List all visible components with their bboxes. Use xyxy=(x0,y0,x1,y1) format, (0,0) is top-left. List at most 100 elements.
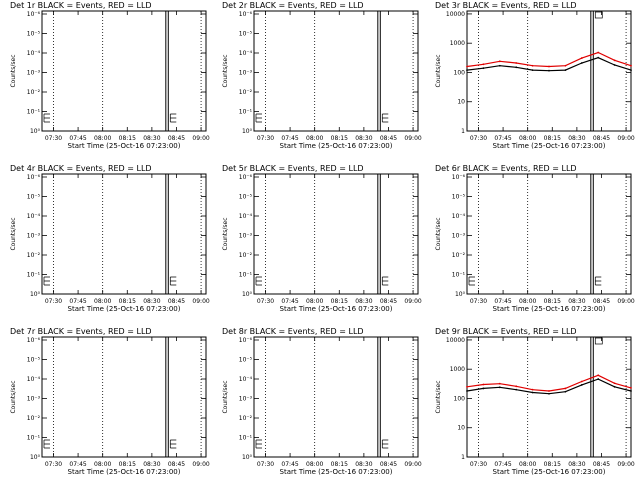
x-tick-label: 08:45 xyxy=(593,135,610,142)
y-tick-label: 10⁻⁵ xyxy=(239,194,253,201)
series-point xyxy=(531,69,534,72)
bracket-marker xyxy=(255,439,262,449)
y-tick-label: 10⁻⁵ xyxy=(27,357,41,364)
y-tick-label: 10⁻¹ xyxy=(239,109,253,116)
y-tick-label: 1000 xyxy=(450,366,465,373)
detector-panel: Det 1r BLACK = Events, RED = LLD Counts/s… xyxy=(10,1,210,150)
series-point xyxy=(564,390,567,393)
detector-panel: Det 4r BLACK = Events, RED = LLD Counts/s… xyxy=(10,164,210,313)
chart-title: Det 1r BLACK = Events, RED = LLD xyxy=(10,1,152,10)
plot-frame xyxy=(466,173,632,295)
y-tick-label: 10⁻⁴ xyxy=(239,213,253,220)
x-tick-label: 08:30 xyxy=(568,135,585,142)
y-tick-label: 1000 xyxy=(450,40,465,47)
y-tick-label: 10⁰ xyxy=(242,291,253,298)
detector-panel: Det 6r BLACK = Events, RED = LLD Counts/s… xyxy=(435,164,635,313)
y-tick-label: 100 xyxy=(454,69,466,76)
y-tick-label: 10⁻⁵ xyxy=(27,31,41,38)
x-tick-label: 07:30 xyxy=(257,298,274,305)
x-tick-label: 07:45 xyxy=(281,298,298,305)
x-tick-label: 07:45 xyxy=(281,135,298,142)
y-tick-label: 10⁻⁶ xyxy=(239,11,253,18)
y-tick-label: 10⁻⁶ xyxy=(27,337,41,344)
x-tick-label: 08:15 xyxy=(544,135,561,142)
bracket-marker xyxy=(43,439,50,449)
y-tick-label: 10⁻⁵ xyxy=(239,31,253,38)
bracket-marker xyxy=(381,439,389,449)
x-tick-label: 08:15 xyxy=(119,298,136,305)
series-point xyxy=(597,56,600,59)
x-tick-label: 09:00 xyxy=(617,298,634,305)
chart-title: Det 3r BLACK = Events, RED = LLD xyxy=(435,1,577,10)
series-point xyxy=(466,69,468,72)
plot-frame xyxy=(466,336,632,458)
x-tick-label: 08:00 xyxy=(519,298,536,305)
x-tick-label: 09:00 xyxy=(617,461,634,468)
y-tick-label: 10⁻³ xyxy=(452,233,466,240)
plot-frame xyxy=(41,173,207,295)
plot-frame xyxy=(253,173,419,295)
y-tick-label: 10⁻⁶ xyxy=(239,337,253,344)
series-point xyxy=(515,66,518,69)
series-point xyxy=(613,385,616,388)
x-axis-label: Start Time (25-Oct-16 07:23:00) xyxy=(68,305,181,313)
y-tick-label: 10⁻³ xyxy=(239,70,253,77)
series-point xyxy=(630,69,632,72)
detector-panel: Det 3r BLACK = Events, RED = LLD Counts/s… xyxy=(435,1,635,150)
y-tick-label: 10000 xyxy=(446,11,465,18)
x-tick-label: 09:00 xyxy=(404,298,421,305)
series-point xyxy=(498,382,501,385)
y-tick-label: 1 xyxy=(461,454,465,461)
y-axis-label: Counts/sec xyxy=(10,380,17,413)
chart-title: Det 5r BLACK = Events, RED = LLD xyxy=(222,164,364,173)
x-tick-label: 08:00 xyxy=(94,461,111,468)
x-tick-label: 08:15 xyxy=(331,135,348,142)
bracket-marker xyxy=(594,276,602,286)
x-tick-label: 08:00 xyxy=(306,461,323,468)
x-tick-label: 07:30 xyxy=(257,461,274,468)
x-tick-label: 08:15 xyxy=(119,135,136,142)
bracket-marker xyxy=(169,113,177,123)
series-point xyxy=(564,69,567,72)
series-point xyxy=(466,385,468,388)
series-point xyxy=(597,51,600,54)
series-point xyxy=(498,64,501,67)
x-tick-label: 08:00 xyxy=(94,298,111,305)
x-tick-label: 08:15 xyxy=(119,461,136,468)
y-tick-label: 10⁻² xyxy=(27,252,41,259)
y-tick-label: 10⁻² xyxy=(239,252,253,259)
chart-title: Det 8r BLACK = Events, RED = LLD xyxy=(222,327,364,336)
series-point xyxy=(597,374,600,377)
chart-title: Det 2r BLACK = Events, RED = LLD xyxy=(222,1,364,10)
y-tick-label: 10⁰ xyxy=(30,291,41,298)
x-tick-label: 09:00 xyxy=(404,135,421,142)
y-tick-label: 10⁰ xyxy=(30,128,41,135)
plot-frame xyxy=(41,10,207,132)
series-point xyxy=(630,390,632,392)
y-axis-label: Counts/sec xyxy=(222,217,229,250)
x-tick-label: 08:00 xyxy=(519,461,536,468)
y-tick-label: 10⁻⁶ xyxy=(239,174,253,181)
bracket-marker xyxy=(43,113,50,123)
bracket-marker xyxy=(255,276,262,286)
x-tick-label: 07:45 xyxy=(494,135,511,142)
y-tick-label: 10⁻¹ xyxy=(27,109,41,116)
x-tick-label: 08:30 xyxy=(143,461,160,468)
x-tick-label: 08:30 xyxy=(355,461,372,468)
y-tick-label: 10⁻² xyxy=(27,415,41,422)
series-point xyxy=(564,387,567,390)
x-tick-label: 08:30 xyxy=(143,135,160,142)
y-tick-label: 10⁻³ xyxy=(27,233,41,240)
y-tick-label: 10⁻⁶ xyxy=(452,174,466,181)
bracket-marker xyxy=(43,276,50,286)
y-tick-label: 10⁻⁵ xyxy=(452,194,466,201)
x-tick-label: 08:00 xyxy=(306,135,323,142)
series-line-lld xyxy=(466,51,632,68)
x-tick-label: 09:00 xyxy=(192,461,209,468)
x-tick-label: 08:45 xyxy=(380,298,397,305)
x-tick-label: 07:45 xyxy=(494,461,511,468)
y-tick-label: 10⁻² xyxy=(27,89,41,96)
detector-panel: Det 8r BLACK = Events, RED = LLD Counts/s… xyxy=(222,327,422,476)
y-tick-label: 10⁻² xyxy=(452,252,466,259)
